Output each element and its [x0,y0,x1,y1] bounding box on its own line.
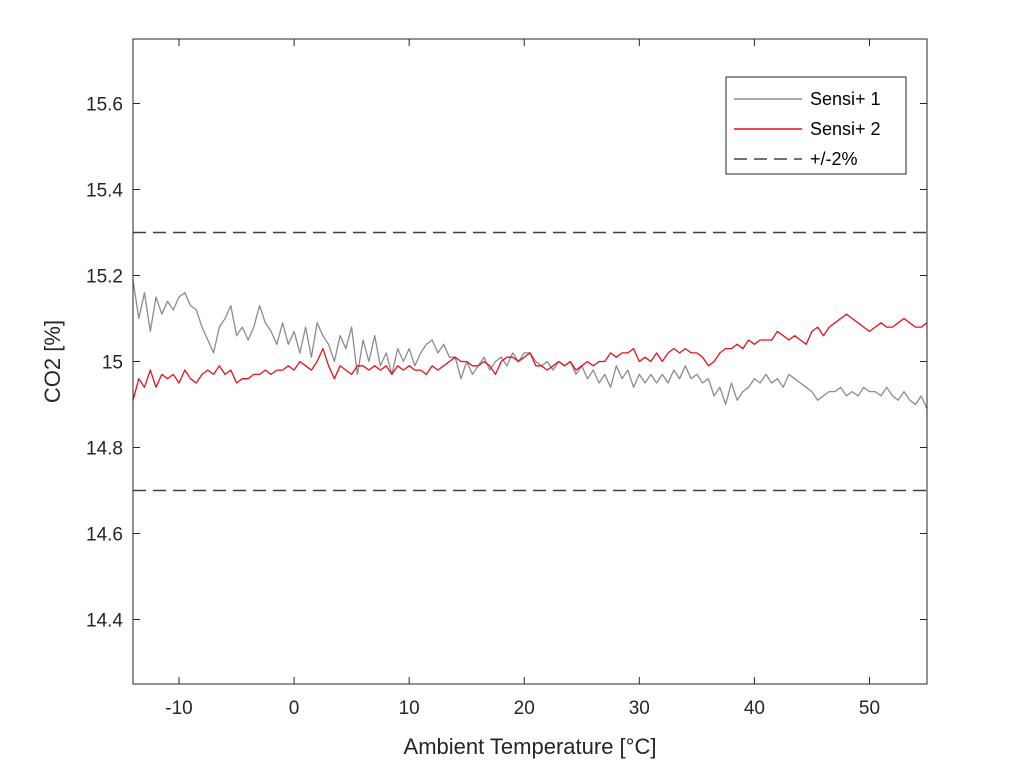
y-tick-label: 15.4 [86,181,123,202]
x-tick-label: -10 [165,698,192,719]
y-axis-title: CO2 [%] [40,320,65,403]
legend-label: Sensi+ 2 [810,119,881,139]
x-tick-label: 20 [514,698,535,719]
series-line-sensi-2 [132,313,928,401]
x-tick-label: 50 [859,698,880,719]
legend-box [725,76,907,175]
y-tick-label: 15 [102,353,123,374]
legend: Sensi+ 1 Sensi+ 2 +/-2% [725,76,907,175]
x-tick-label: 0 [289,698,300,719]
x-tick-label: 30 [629,698,650,719]
y-tick-label: 15.2 [86,267,123,288]
series-layer [132,231,928,492]
y-tick-label: 14.6 [86,525,123,546]
legend-label: +/-2% [810,149,858,169]
y-tick-label: 14.4 [86,611,123,632]
x-axis-title: Ambient Temperature [°C] [404,734,657,759]
axis-layer: -10 0 10 20 30 40 50 14.4 14.6 14.8 15 15.2 15.4 15.6 [86,38,928,719]
x-tick-label: 10 [399,698,420,719]
x-tick-label: 40 [744,698,765,719]
y-tick-label: 14.8 [86,439,123,460]
legend-label: Sensi+ 1 [810,89,881,109]
y-tick-label: 15.6 [86,95,123,116]
